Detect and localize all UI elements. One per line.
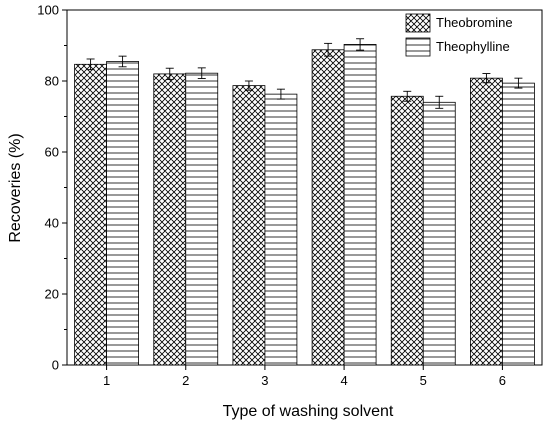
bar-theobromine-4: [311, 49, 345, 366]
y-tick-label: 40: [45, 216, 59, 231]
x-tick-label: 6: [499, 373, 506, 388]
bar-theobromine-1: [74, 63, 107, 366]
legend: Theobromine Theophylline: [405, 13, 513, 57]
bar-theobromine-5: [390, 95, 424, 366]
y-tick-label: 0: [52, 358, 59, 373]
bar-theophylline-3: [264, 93, 298, 366]
x-tick-label: 1: [103, 373, 110, 388]
bar-theophylline-4: [343, 44, 377, 366]
bar-theophylline-6: [502, 82, 535, 366]
legend-swatch-theophylline: [405, 37, 431, 57]
x-tick-label: 4: [340, 373, 347, 388]
x-axis-ticks: 1 2 3 4 5 6: [103, 365, 506, 388]
y-axis-ticks: 0 20 40 60 80 100: [37, 3, 67, 373]
bar-theophylline-5: [422, 101, 456, 366]
bar-theobromine-3: [232, 85, 266, 366]
legend-label-theophylline: Theophylline: [436, 39, 510, 54]
legend-swatch-theobromine: [405, 13, 431, 33]
bar-theobromine-6: [470, 77, 503, 366]
error-bars: [86, 38, 523, 109]
x-tick-label: 3: [261, 373, 268, 388]
y-tick-label: 100: [37, 3, 59, 18]
bar-theophylline-2: [185, 72, 219, 366]
bar-theophylline-1: [106, 61, 139, 366]
x-tick-label: 5: [420, 373, 427, 388]
y-tick-label: 20: [45, 287, 59, 302]
y-axis-title: Recoveries (%): [7, 133, 24, 242]
y-tick-label: 60: [45, 145, 59, 160]
x-tick-label: 2: [182, 373, 189, 388]
x-axis-title: Type of washing solvent: [223, 403, 394, 420]
y-tick-label: 80: [45, 74, 59, 89]
bar-theobromine-2: [153, 73, 187, 366]
legend-label-theobromine: Theobromine: [436, 15, 513, 30]
bar-series: [74, 44, 535, 366]
